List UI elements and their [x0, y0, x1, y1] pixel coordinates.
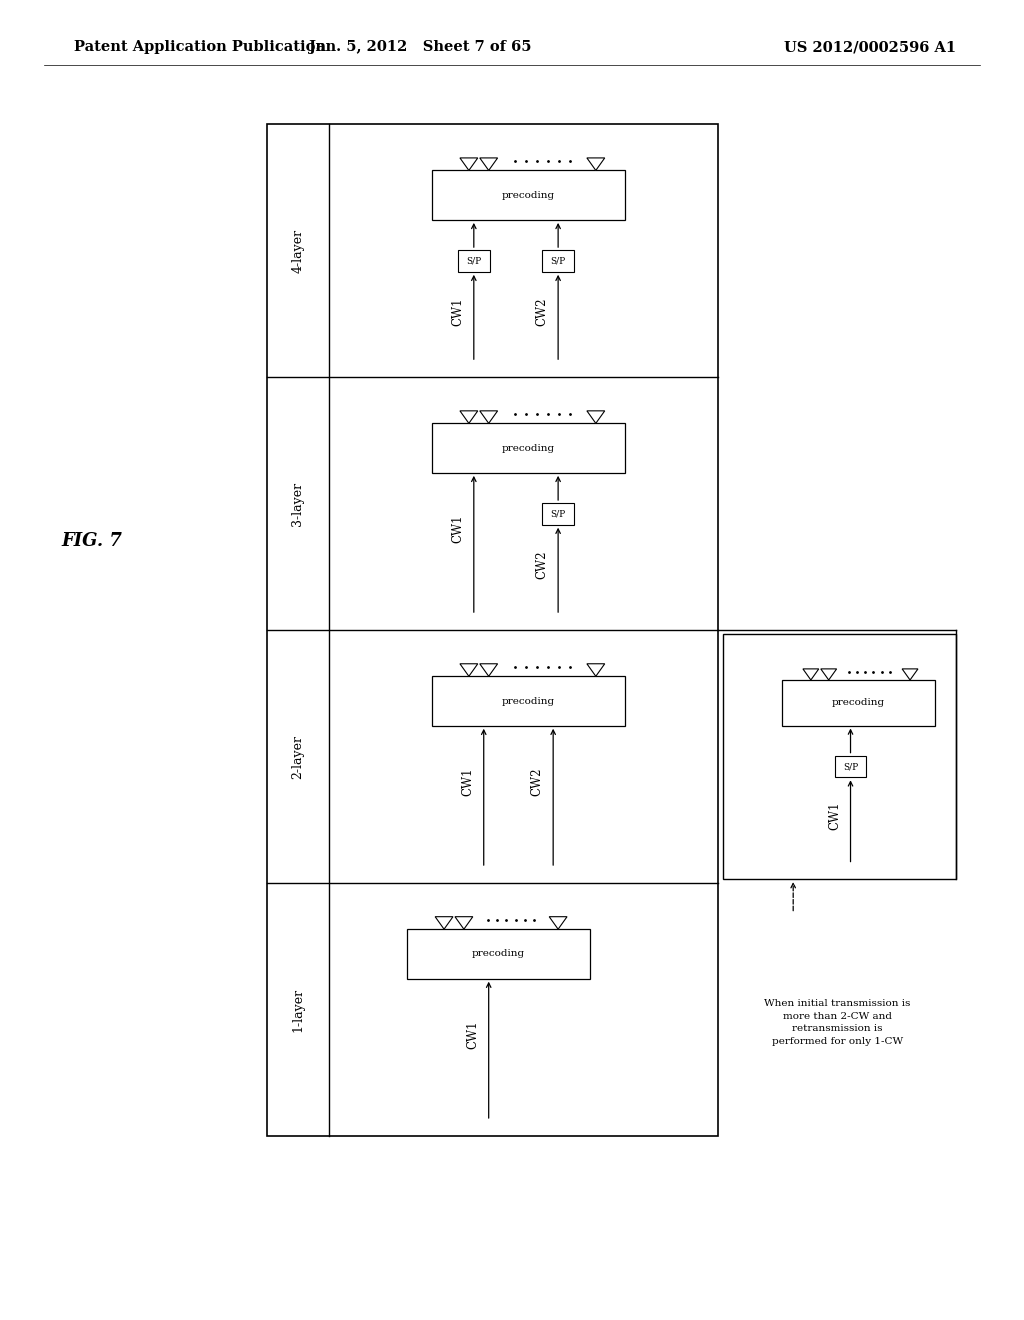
Text: Patent Application Publication: Patent Application Publication — [74, 40, 326, 54]
Text: precoding: precoding — [502, 444, 555, 453]
Text: 3-layer: 3-layer — [291, 482, 304, 525]
Text: precoding: precoding — [472, 949, 525, 958]
Text: CW2: CW2 — [536, 297, 549, 326]
Polygon shape — [455, 916, 473, 929]
Polygon shape — [460, 664, 478, 676]
Bar — [723, 634, 956, 879]
Text: S/P: S/P — [551, 256, 565, 265]
Text: precoding: precoding — [831, 698, 885, 708]
Text: CW1: CW1 — [462, 768, 474, 796]
Bar — [543, 503, 574, 525]
Text: S/P: S/P — [551, 510, 565, 519]
Text: Jan. 5, 2012   Sheet 7 of 65: Jan. 5, 2012 Sheet 7 of 65 — [309, 40, 532, 54]
Polygon shape — [587, 411, 605, 424]
Text: S/P: S/P — [843, 762, 858, 771]
Text: 2-layer: 2-layer — [291, 735, 304, 779]
Text: FIG. 7: FIG. 7 — [61, 532, 123, 550]
Polygon shape — [460, 411, 478, 424]
Text: US 2012/0002596 A1: US 2012/0002596 A1 — [784, 40, 956, 54]
Text: S/P: S/P — [466, 256, 481, 265]
Text: CW1: CW1 — [452, 297, 465, 326]
Polygon shape — [549, 916, 567, 929]
Polygon shape — [587, 158, 605, 170]
Bar — [432, 170, 625, 220]
Polygon shape — [480, 411, 498, 424]
Polygon shape — [902, 669, 918, 680]
Text: CW1: CW1 — [466, 1020, 479, 1049]
Text: precoding: precoding — [502, 697, 555, 706]
Text: CW1: CW1 — [452, 515, 465, 544]
Text: CW2: CW2 — [536, 550, 549, 578]
Text: 1-layer: 1-layer — [291, 987, 304, 1032]
Bar — [781, 680, 935, 726]
Bar — [835, 755, 866, 777]
Bar — [458, 249, 489, 272]
Polygon shape — [480, 664, 498, 676]
Bar — [407, 929, 591, 979]
Polygon shape — [803, 669, 819, 680]
Polygon shape — [821, 669, 837, 680]
Polygon shape — [435, 916, 453, 929]
Polygon shape — [460, 158, 478, 170]
Bar — [432, 424, 625, 473]
Text: CW1: CW1 — [828, 801, 841, 830]
Text: When initial transmission is
more than 2-CW and
retransmission is
performed for : When initial transmission is more than 2… — [764, 999, 910, 1045]
Polygon shape — [587, 664, 605, 676]
Bar — [543, 249, 574, 272]
Bar — [432, 676, 625, 726]
Text: 4-layer: 4-layer — [291, 228, 304, 273]
Bar — [267, 124, 718, 1137]
Text: precoding: precoding — [502, 190, 555, 199]
Polygon shape — [480, 158, 498, 170]
Text: CW2: CW2 — [530, 768, 544, 796]
